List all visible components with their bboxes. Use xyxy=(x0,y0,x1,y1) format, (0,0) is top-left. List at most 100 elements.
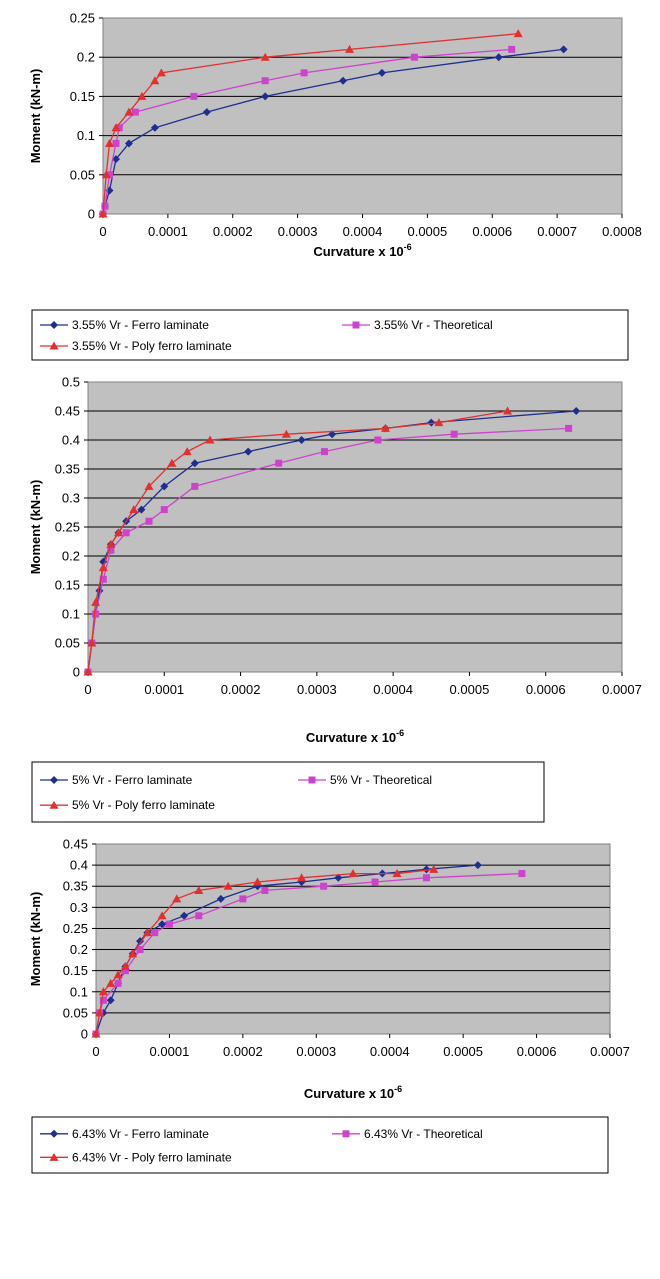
data-point xyxy=(124,139,133,148)
data-point xyxy=(91,1029,101,1038)
data-point xyxy=(381,423,391,432)
data-point xyxy=(99,996,107,1004)
legend-label: 3.55% Vr - Poly ferro laminate xyxy=(72,339,232,353)
data-point xyxy=(98,209,108,218)
legend-marker xyxy=(49,800,59,809)
x-tick-label: 0.0003 xyxy=(297,682,337,697)
data-point xyxy=(422,865,431,874)
y-tick-label: 0.35 xyxy=(63,879,88,894)
y-tick-label: 0.45 xyxy=(63,837,88,852)
data-point xyxy=(137,505,146,514)
data-point xyxy=(114,979,122,987)
y-axis-label: Moment (kN-m) xyxy=(28,69,43,164)
x-axis-label-text: Curvature x 10 xyxy=(306,730,396,745)
x-tick-label: 0.0002 xyxy=(221,682,261,697)
x-axis-label: Curvature x 10-6 xyxy=(306,728,404,745)
data-point xyxy=(429,864,439,873)
data-point xyxy=(95,1008,105,1017)
x-tick-label: 0.0003 xyxy=(296,1044,336,1059)
series-triangle xyxy=(98,29,523,218)
y-tick-label: 0.2 xyxy=(77,50,95,65)
y-tick-label: 0.25 xyxy=(55,520,80,535)
data-point xyxy=(297,873,307,882)
data-point xyxy=(91,597,101,606)
data-point xyxy=(165,920,173,928)
data-point xyxy=(275,459,283,467)
y-tick-label: 0.25 xyxy=(63,921,88,936)
data-point xyxy=(320,882,328,890)
data-point xyxy=(410,53,418,61)
legend-entry: 3.55% Vr - Theoretical xyxy=(342,318,493,332)
data-point xyxy=(191,482,199,490)
y-tick-label: 0.1 xyxy=(62,607,80,622)
x-axis-label-text: Curvature x 10 xyxy=(304,1086,394,1101)
data-point xyxy=(121,967,129,975)
legend-marker xyxy=(50,776,58,784)
data-point xyxy=(92,610,100,618)
data-point xyxy=(167,458,177,467)
series-triangle xyxy=(91,864,439,1038)
y-tick-label: 0.45 xyxy=(55,404,80,419)
data-point xyxy=(106,996,115,1005)
data-point xyxy=(115,124,123,132)
data-point xyxy=(195,912,203,920)
y-tick-label: 0.2 xyxy=(62,549,80,564)
x-tick-label: 0.0008 xyxy=(602,224,642,239)
data-point xyxy=(339,76,348,85)
y-tick-label: 0.4 xyxy=(70,858,88,873)
y-tick-label: 0.15 xyxy=(55,578,80,593)
legend-marker xyxy=(342,1130,350,1138)
data-point xyxy=(202,108,211,117)
data-point xyxy=(513,29,523,38)
data-point xyxy=(160,482,169,491)
data-point xyxy=(151,929,159,937)
x-tick-label: 0.0001 xyxy=(148,224,188,239)
x-tick-label: 0 xyxy=(99,224,106,239)
data-point xyxy=(106,978,116,987)
data-point xyxy=(244,447,253,456)
legend-label: 5% Vr - Ferro laminate xyxy=(72,773,193,787)
data-point xyxy=(150,76,160,85)
x-tick-label: 0.0006 xyxy=(472,224,512,239)
data-point xyxy=(144,481,154,490)
data-point xyxy=(114,528,124,537)
x-tick-label: 0.0004 xyxy=(373,682,413,697)
x-tick-label: 0.0004 xyxy=(370,1044,410,1059)
data-point xyxy=(111,155,120,164)
data-point xyxy=(334,873,343,882)
data-point xyxy=(345,44,355,53)
data-point xyxy=(494,53,503,62)
x-axis-label: Curvature x 10-6 xyxy=(313,242,411,259)
legend-entry: 3.55% Vr - Poly ferro laminate xyxy=(40,339,232,353)
x-axis-label-exponent: -6 xyxy=(396,728,404,738)
data-point xyxy=(281,429,291,438)
data-point xyxy=(508,45,516,53)
x-axis-label: Curvature x 10-6 xyxy=(304,1084,402,1101)
x-tick-label: 0.0002 xyxy=(223,1044,263,1059)
y-tick-label: 0.5 xyxy=(62,375,80,390)
y-tick-label: 0 xyxy=(88,207,95,222)
data-point xyxy=(98,987,108,996)
data-point xyxy=(205,435,215,444)
data-point xyxy=(182,447,192,456)
x-tick-label: 0.0005 xyxy=(407,224,447,239)
legend-label: 6.43% Vr - Theoretical xyxy=(364,1127,483,1141)
data-point xyxy=(83,667,93,676)
x-axis-label-exponent: -6 xyxy=(394,1084,402,1094)
data-point xyxy=(136,937,145,946)
legend-marker xyxy=(49,1152,59,1161)
legend-entry: 5% Vr - Poly ferro laminate xyxy=(40,798,215,812)
data-point xyxy=(450,430,458,438)
data-point xyxy=(422,874,430,882)
plot-area xyxy=(102,17,623,215)
chart-3: 0 0.05 0.1 0.15 0.2 0.25 0.3 0.35 0.4 0.45 0 0.0001… xyxy=(28,837,630,1174)
data-point xyxy=(172,894,182,903)
y-tick-label: 0 xyxy=(81,1027,88,1042)
y-tick-label: 0.3 xyxy=(70,900,88,915)
data-point xyxy=(572,407,581,415)
legend-entry: 6.43% Vr - Poly ferro laminate xyxy=(40,1150,232,1164)
data-point xyxy=(142,928,152,937)
legend-entry: 5% Vr - Ferro laminate xyxy=(40,773,193,787)
legend: 5% Vr - Ferro laminate 5% Vr - Theoretica… xyxy=(31,761,545,823)
